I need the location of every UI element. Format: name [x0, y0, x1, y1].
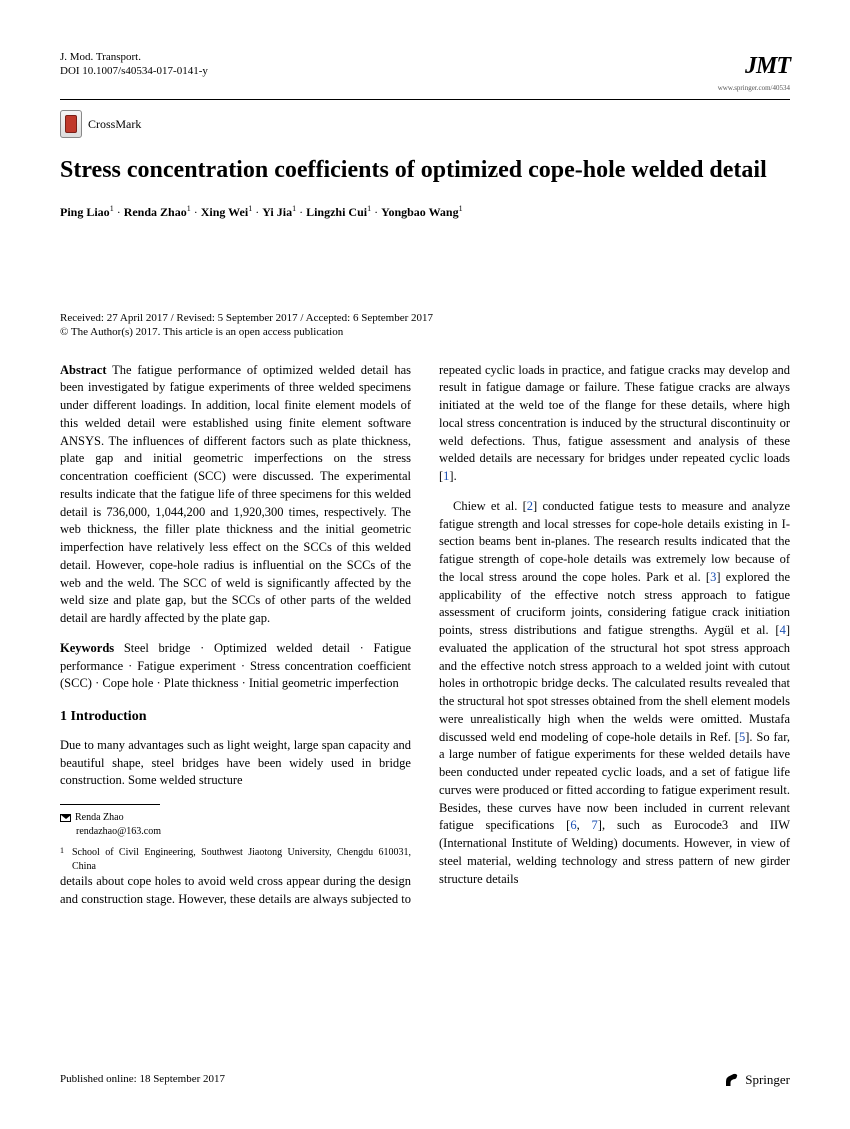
corr-email: rendazhao@163.com	[60, 825, 411, 839]
crossmark-icon	[60, 110, 82, 138]
author: Xing Wei	[201, 205, 248, 219]
footnote-rule	[60, 804, 160, 805]
abstract-label: Abstract	[60, 363, 107, 377]
aff-num: 1	[60, 846, 64, 873]
journal-logo: JMT	[718, 50, 790, 84]
footnote-block: Renda Zhao rendazhao@163.com 1 School of…	[60, 804, 411, 873]
running-header: J. Mod. Transport. DOI 10.1007/s40534-01…	[60, 50, 790, 93]
journal-url: www.springer.com/40534	[718, 84, 790, 94]
corresponding-author: Renda Zhao	[60, 811, 411, 825]
journal-name: J. Mod. Transport.	[60, 50, 208, 64]
abstract-text: The fatigue performance of optimized wel…	[60, 363, 411, 626]
aff-text: School of Civil Engineering, Southwest J…	[72, 846, 411, 873]
page-footer: Published online: 18 September 2017 Spri…	[60, 1071, 790, 1089]
article-dates: Received: 27 April 2017 / Revised: 5 Sep…	[60, 311, 790, 340]
abstract: Abstract The fatigue performance of opti…	[60, 362, 411, 628]
intro-para-1: Due to many advantages such as light wei…	[60, 737, 411, 790]
crossmark-label: CrossMark	[88, 116, 141, 133]
author: Ping Liao	[60, 205, 110, 219]
header-left: J. Mod. Transport. DOI 10.1007/s40534-01…	[60, 50, 208, 79]
author: Renda Zhao	[124, 205, 187, 219]
corr-name: Renda Zhao	[75, 812, 124, 823]
author: Yi Jia	[262, 205, 292, 219]
dates-received: Received: 27 April 2017 / Revised: 5 Sep…	[60, 311, 790, 325]
published-online: Published online: 18 September 2017	[60, 1072, 225, 1087]
body-columns: Abstract The fatigue performance of opti…	[60, 362, 790, 909]
section-heading: 1 Introduction	[60, 707, 411, 727]
publisher-logo: Springer	[723, 1071, 790, 1089]
springer-horse-icon	[723, 1071, 741, 1089]
header-rule	[60, 99, 790, 100]
keywords: Keywords Steel bridge · Optimized welded…	[60, 640, 411, 693]
author-list: Ping Liao1 · Renda Zhao1 · Xing Wei1 · Y…	[60, 203, 790, 221]
envelope-icon	[60, 814, 71, 822]
author: Yongbao Wang	[381, 205, 458, 219]
intro-col2-p2: Chiew et al. [2] conducted fatigue tests…	[439, 498, 790, 889]
copyright-line: © The Author(s) 2017. This article is an…	[60, 325, 790, 339]
publisher-name: Springer	[745, 1071, 790, 1089]
keywords-label: Keywords	[60, 641, 114, 655]
author: Lingzhi Cui	[306, 205, 367, 219]
affiliation: 1 School of Civil Engineering, Southwest…	[60, 846, 411, 873]
crossmark[interactable]: CrossMark	[60, 110, 790, 138]
article-title: Stress concentration coefficients of opt…	[60, 156, 790, 185]
header-right: JMT www.springer.com/40534	[718, 50, 790, 93]
doi: DOI 10.1007/s40534-017-0141-y	[60, 64, 208, 78]
